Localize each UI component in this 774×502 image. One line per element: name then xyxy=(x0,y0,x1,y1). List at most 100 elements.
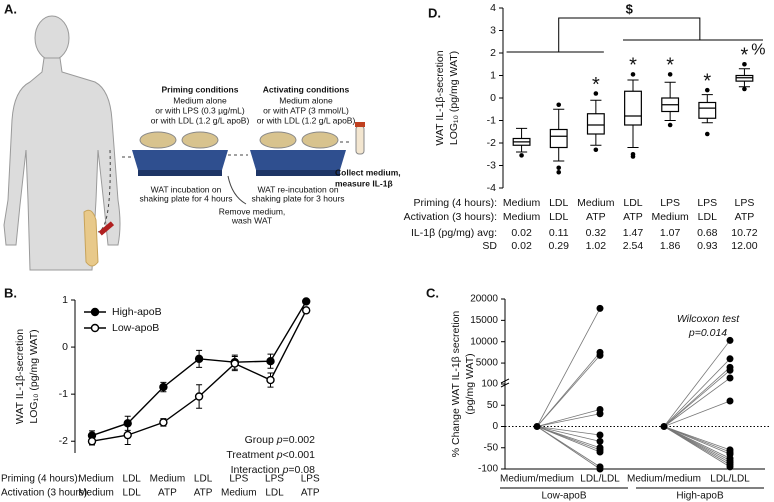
shaker xyxy=(250,150,346,170)
pair-line xyxy=(663,340,731,427)
syringe xyxy=(98,221,115,236)
y-tick-label: 0 xyxy=(492,421,498,432)
x-tick-label: ATP xyxy=(301,488,320,499)
point xyxy=(302,306,311,315)
x-tick-label: Medium/medium xyxy=(500,474,574,485)
pair-line xyxy=(663,377,731,427)
x-tick-label: Medium xyxy=(78,474,114,485)
dish xyxy=(181,131,219,149)
y-tick-label: -2 xyxy=(59,435,68,447)
dish xyxy=(139,131,177,149)
legend-label: Low-apoB xyxy=(112,322,159,334)
point xyxy=(596,448,604,456)
pair-line xyxy=(536,409,601,427)
step-text: shaking plate for 3 hours xyxy=(251,193,344,203)
point xyxy=(123,430,132,440)
box xyxy=(549,128,568,149)
stat-text: Interaction p=0.08 xyxy=(231,464,316,476)
x-tick-label: LDL xyxy=(123,488,142,499)
shaker xyxy=(132,150,228,170)
y-axis-label: WAT IL-1β-secretion xyxy=(434,50,446,145)
stat-part: <0.001 xyxy=(283,449,316,461)
y-tick-label: 0 xyxy=(490,92,496,104)
point xyxy=(230,359,240,368)
step-text: or with LDL (1.2 g/L apoB) xyxy=(257,115,356,125)
x-tick-label: LPS xyxy=(301,474,320,485)
y-tick-label: -1 xyxy=(487,114,496,126)
point xyxy=(726,355,734,363)
panel-label: B. xyxy=(4,285,17,300)
x-tick-label: Medium xyxy=(221,488,257,499)
x-tick-label: Medium xyxy=(503,211,541,223)
x-tick-label: LDL/LDL xyxy=(710,474,750,485)
table-cell: 1.47 xyxy=(623,227,644,239)
pair-line xyxy=(663,400,731,427)
x-tick-label: ATP xyxy=(586,211,606,223)
step-text: shaking plate for 4 hours xyxy=(139,193,232,203)
table-cell: 0.02 xyxy=(511,227,532,239)
y-tick-label: -50 xyxy=(484,442,499,453)
point xyxy=(596,351,604,359)
step-title: Priming conditions xyxy=(162,84,239,94)
y-tick-label: -3 xyxy=(487,159,496,171)
axis-break xyxy=(500,378,510,388)
pair-line xyxy=(536,355,601,427)
point xyxy=(159,418,168,427)
row-label: Activation (3 hours): xyxy=(404,211,497,223)
step-text: Medium alone xyxy=(173,95,227,105)
point xyxy=(596,304,604,312)
y-tick-label: -2 xyxy=(487,137,496,149)
outlier xyxy=(742,61,747,67)
x-tick-label: LPS xyxy=(265,474,284,485)
step-text: or with ATP (3 mmol/L) xyxy=(263,105,349,115)
stat-part: p xyxy=(276,449,283,461)
arrow xyxy=(97,149,111,233)
illustration xyxy=(3,15,365,271)
panel-label: C. xyxy=(426,285,439,300)
outlier xyxy=(630,72,636,77)
panel-label: A. xyxy=(4,1,17,16)
step-title: Activating conditions xyxy=(263,84,350,94)
x-tick-label: LPS xyxy=(734,197,754,209)
pair-line xyxy=(536,308,601,427)
point xyxy=(266,357,275,366)
y-tick-label: 1 xyxy=(62,294,68,306)
box xyxy=(698,101,717,119)
point xyxy=(194,354,204,364)
outlier xyxy=(667,72,673,77)
point xyxy=(194,392,204,401)
y-tick-label: 5000 xyxy=(476,358,499,369)
pair-line xyxy=(536,426,601,436)
x-tick-label: LDL xyxy=(265,488,284,499)
x-tick-label: ATP xyxy=(735,211,755,223)
point xyxy=(266,375,275,385)
point xyxy=(726,463,734,471)
step-text: or with LPS (0.3 µg/mL) xyxy=(155,105,245,115)
outlier xyxy=(556,169,562,175)
y-tick-label: 3 xyxy=(490,24,496,36)
y-tick-label: 15000 xyxy=(470,315,498,326)
step-text: or with LDL (1.2 g/L apoB) xyxy=(151,115,250,125)
fat-tissue xyxy=(83,209,99,267)
legend-marker xyxy=(90,323,100,333)
significance: * xyxy=(741,45,749,67)
x-tick-label: LDL xyxy=(194,474,213,485)
table-cell: 0.68 xyxy=(697,227,718,239)
tube xyxy=(355,125,365,155)
significance: % xyxy=(751,41,765,58)
outlier xyxy=(704,131,710,137)
significance: * xyxy=(666,55,674,77)
significance: * xyxy=(703,70,711,92)
stat-text: Group p=0.002 xyxy=(245,434,316,446)
table-cell: 0.32 xyxy=(586,227,607,239)
row-label: SD xyxy=(482,240,497,252)
significance: * xyxy=(592,74,600,96)
step-text: WAT re-incubation on xyxy=(257,184,338,194)
step-text: measure IL-1β xyxy=(335,178,393,188)
row-label: IL-1β (pg/mg) avg: xyxy=(411,227,497,239)
box xyxy=(624,90,642,126)
x-tick-label: LPS xyxy=(660,197,680,209)
row-label: Activation (3 hours): xyxy=(1,488,90,499)
stat-part: =0.08 xyxy=(288,464,315,476)
